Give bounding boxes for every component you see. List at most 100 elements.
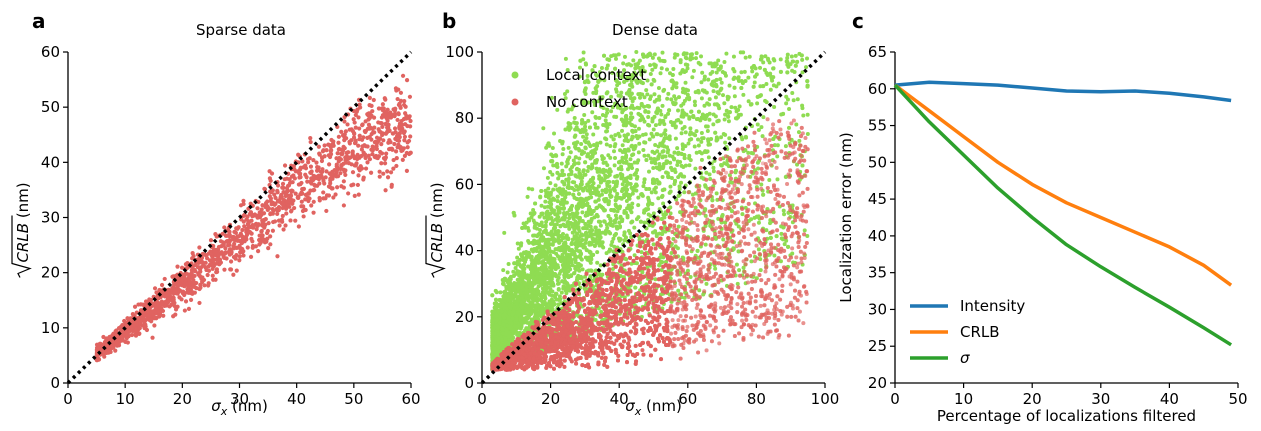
data-point	[133, 332, 138, 337]
data-point	[696, 143, 701, 148]
data-point	[275, 188, 280, 193]
data-point	[274, 206, 279, 212]
data-point	[268, 178, 273, 183]
data-point	[241, 253, 246, 258]
data-point	[768, 87, 773, 92]
data-point	[320, 167, 325, 172]
data-point	[349, 127, 354, 132]
data-point	[381, 131, 386, 136]
data-point	[368, 170, 374, 175]
data-point	[652, 52, 657, 57]
data-point	[382, 157, 388, 162]
data-point	[693, 103, 698, 108]
data-point	[183, 299, 189, 304]
series-points	[94, 73, 413, 363]
data-point	[265, 228, 270, 234]
data-point	[731, 54, 736, 59]
data-point	[603, 118, 608, 123]
y-tick-label: 50	[41, 98, 60, 116]
data-point	[240, 234, 245, 239]
data-point	[673, 52, 678, 57]
data-point	[335, 151, 340, 156]
data-point	[682, 190, 687, 195]
data-point	[339, 184, 344, 189]
data-point	[106, 336, 112, 341]
data-point	[367, 157, 373, 162]
data-point	[316, 173, 321, 178]
data-point	[244, 229, 249, 235]
data-point	[370, 152, 375, 157]
data-point	[501, 268, 506, 273]
data-point	[656, 196, 661, 201]
data-point	[636, 126, 641, 131]
data-point	[350, 170, 356, 175]
data-point	[311, 175, 316, 180]
data-point	[198, 269, 203, 274]
data-point	[604, 142, 609, 147]
data-point	[626, 147, 631, 152]
data-point	[359, 147, 364, 152]
data-point	[379, 161, 384, 166]
data-point	[760, 134, 765, 139]
data-point	[530, 187, 535, 192]
data-point	[227, 239, 232, 244]
data-point	[383, 188, 388, 193]
data-point	[660, 155, 665, 160]
data-point	[167, 291, 172, 297]
data-point	[254, 227, 259, 232]
data-point	[309, 181, 314, 186]
data-point	[143, 324, 148, 329]
data-point	[755, 101, 760, 106]
data-point	[288, 194, 293, 199]
data-point	[113, 348, 118, 353]
data-point	[114, 342, 119, 347]
data-point	[675, 162, 680, 167]
data-point	[734, 262, 739, 267]
data-point	[221, 254, 226, 260]
data-point	[342, 146, 347, 151]
data-point	[723, 132, 728, 137]
data-point	[404, 150, 409, 156]
data-point	[280, 205, 285, 211]
data-point	[654, 97, 659, 102]
data-point	[203, 252, 208, 257]
data-point	[651, 127, 656, 132]
data-point	[402, 134, 408, 139]
data-point	[183, 271, 188, 276]
data-point	[148, 317, 153, 322]
data-point	[203, 260, 208, 265]
data-point	[568, 150, 573, 155]
data-point	[709, 61, 714, 66]
data-point	[335, 185, 340, 190]
data-point	[235, 234, 240, 239]
data-point	[802, 228, 807, 233]
data-point	[226, 249, 231, 254]
data-point	[342, 169, 347, 174]
data-point	[708, 177, 713, 182]
data-point	[659, 112, 664, 117]
data-point	[293, 218, 298, 223]
data-point	[558, 224, 563, 229]
data-point	[253, 244, 258, 249]
y-tick-label: 40	[455, 242, 474, 260]
data-point	[706, 142, 711, 147]
x-axis-label: σx (nm)	[211, 397, 268, 418]
data-point	[186, 306, 192, 311]
data-point	[572, 229, 577, 234]
data-point	[593, 122, 598, 127]
data-point	[370, 109, 375, 114]
data-point	[317, 195, 322, 201]
data-point	[358, 164, 363, 169]
data-point	[282, 163, 288, 168]
data-point	[303, 163, 308, 168]
data-point	[267, 194, 272, 199]
data-point	[755, 122, 760, 127]
data-point	[357, 126, 362, 131]
data-point	[265, 236, 270, 241]
data-point	[250, 224, 255, 230]
data-point	[772, 253, 777, 258]
data-point	[342, 132, 347, 137]
data-point	[693, 56, 698, 61]
data-point	[400, 122, 405, 128]
data-point	[170, 274, 175, 279]
